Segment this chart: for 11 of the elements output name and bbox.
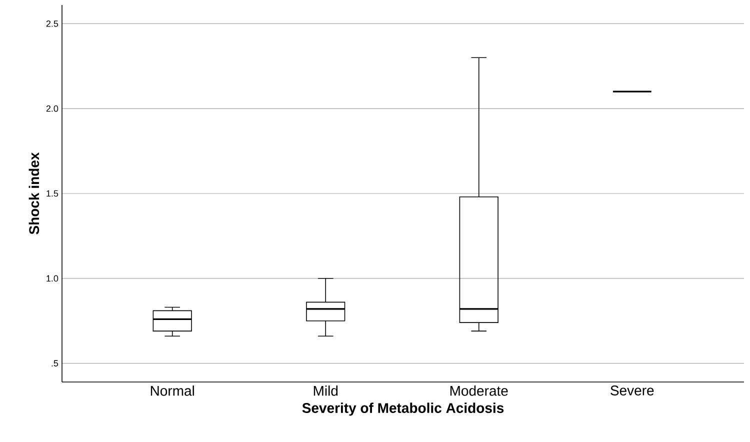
y-tick-label: .5	[52, 360, 58, 366]
y-tick-label: 2.0	[46, 105, 58, 112]
y-axis-title: Shock index	[28, 152, 40, 234]
x-tick-label: Moderate	[450, 386, 508, 396]
y-tick-label: 2.5	[46, 20, 58, 27]
x-tick-label: Normal	[150, 386, 194, 396]
y-tick-label: 1.5	[46, 190, 58, 197]
x-axis-title: Severity of Metabolic Acidosis	[302, 402, 504, 416]
x-tick-label: Mild	[314, 386, 338, 396]
y-tick-label: 1.0	[46, 275, 58, 282]
x-tick-label: Severe	[610, 386, 654, 396]
